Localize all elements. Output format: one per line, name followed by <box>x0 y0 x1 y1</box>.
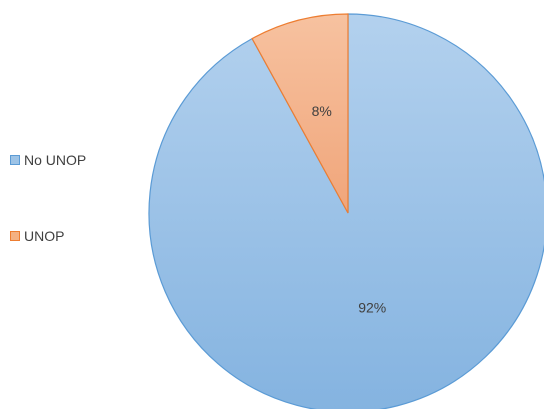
data-label-no-unop: 92% <box>358 299 386 315</box>
legend-label-no-unop: No UNOP <box>24 152 87 168</box>
legend-swatch-unop <box>10 231 20 241</box>
legend-item-unop: UNOP <box>10 226 86 246</box>
chart-legend: No UNOP UNOP <box>10 150 86 246</box>
legend-label-unop: UNOP <box>24 228 65 244</box>
data-label-unop: 8% <box>312 103 332 119</box>
pie-slice-unop <box>251 13 349 214</box>
legend-item-no-unop: No UNOP <box>10 150 86 170</box>
legend-swatch-no-unop <box>10 155 20 165</box>
